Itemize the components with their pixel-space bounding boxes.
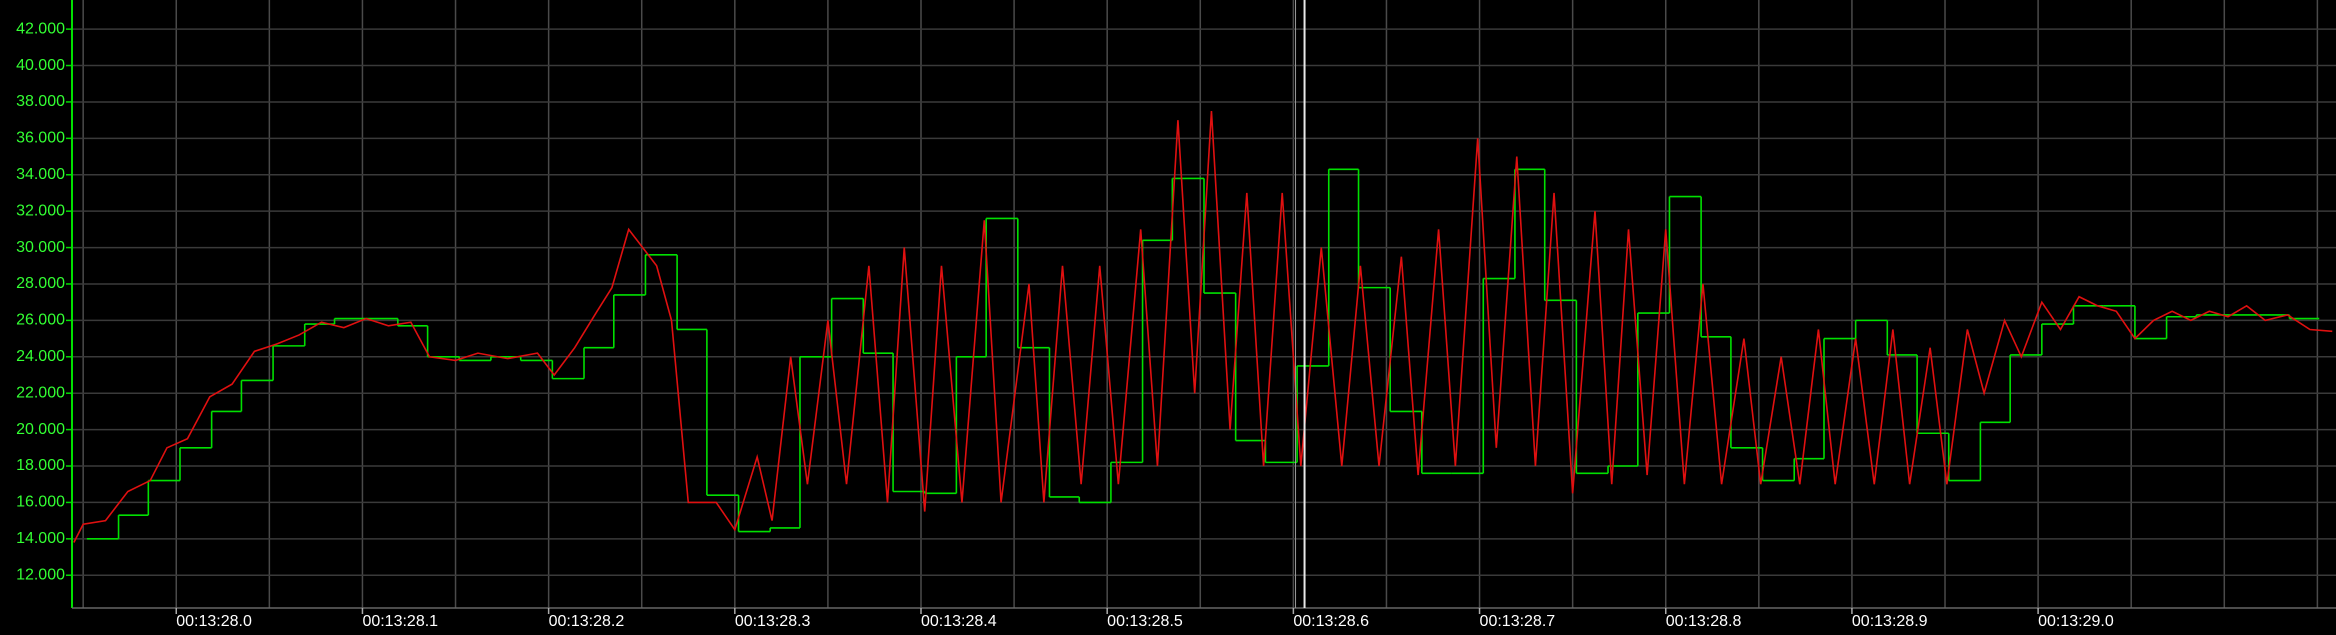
x-tick-label: 00:13:28.4 xyxy=(921,613,997,630)
y-tick-label: 30.000 xyxy=(16,239,65,256)
y-tick-label: 24.000 xyxy=(16,348,65,365)
x-tick-label: 00:13:28.6 xyxy=(1293,613,1369,630)
y-tick-label: 26.000 xyxy=(16,312,65,329)
x-tick-label: 00:13:28.8 xyxy=(1666,613,1742,630)
x-tick-label: 00:13:28.0 xyxy=(176,613,252,630)
x-tick-label: 00:13:28.1 xyxy=(362,613,438,630)
y-tick-label: 32.000 xyxy=(16,202,65,219)
y-tick-label: 16.000 xyxy=(16,494,65,511)
y-tick-label: 12.000 xyxy=(16,566,65,583)
y-tick-label: 34.000 xyxy=(16,166,65,183)
x-tick-label: 00:13:28.2 xyxy=(549,613,625,630)
y-tick-label: 14.000 xyxy=(16,530,65,547)
x-tick-label: 00:13:28.7 xyxy=(1480,613,1556,630)
y-tick-label: 28.000 xyxy=(16,275,65,292)
y-tick-label: 22.000 xyxy=(16,384,65,401)
y-tick-label: 20.000 xyxy=(16,421,65,438)
y-tick-label: 40.000 xyxy=(16,57,65,74)
x-tick-label: 00:13:28.5 xyxy=(1107,613,1183,630)
x-tick-label: 00:13:28.9 xyxy=(1852,613,1928,630)
y-tick-label: 36.000 xyxy=(16,130,65,147)
y-tick-label: 38.000 xyxy=(16,93,65,110)
y-tick-label: 18.000 xyxy=(16,457,65,474)
x-tick-label: 00:13:29.0 xyxy=(2038,613,2114,630)
y-tick-label: 42.000 xyxy=(16,20,65,37)
x-tick-label: 00:13:28.3 xyxy=(735,613,811,630)
series-line xyxy=(73,110,2333,543)
